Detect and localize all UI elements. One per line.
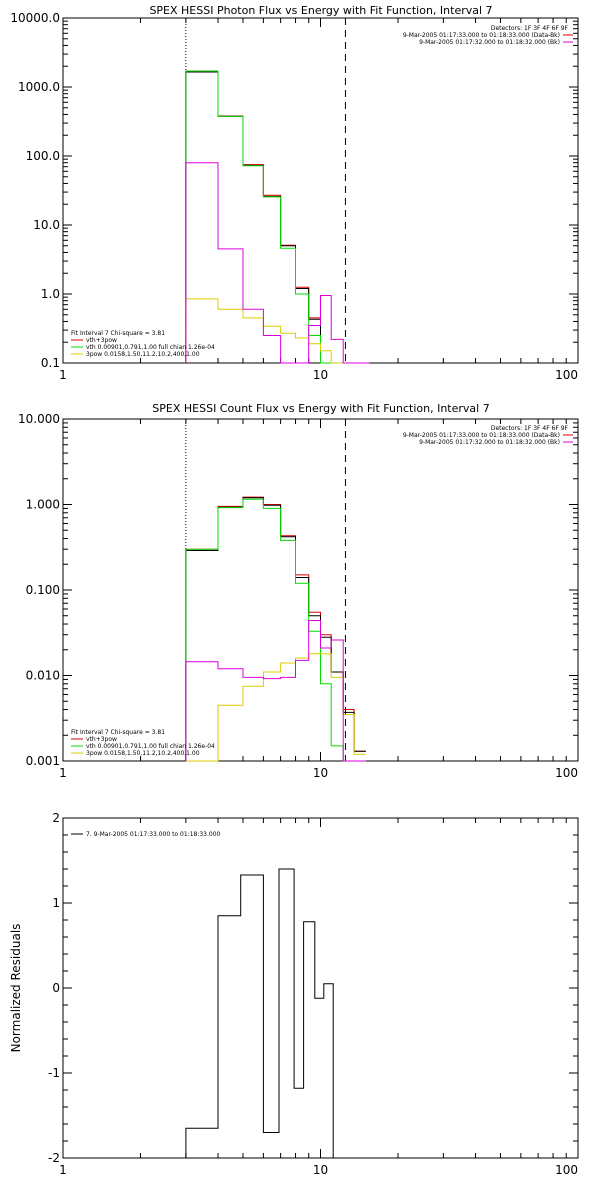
data-interval-label: 9-Mar-2005 01:17:33.000 to 01:18:33.000 … xyxy=(403,432,560,439)
reference-lines xyxy=(185,18,346,363)
legend-vth: vth 0.00901,0.791,1.00 full chian 1.26e-… xyxy=(86,743,215,750)
background-interval-label: 9-Mar-2005 01:17:32.000 to 01:18:32.000 … xyxy=(419,439,560,446)
y-tick-label: 0.010 xyxy=(26,669,60,683)
x-tick-label: 100 xyxy=(555,766,578,780)
residual-legend-label: 7. 9-Mar-2005 01:17:33.000 to 01:18:33.0… xyxy=(86,831,221,838)
background-interval-label: 9-Mar-2005 01:17:32.000 to 01:18:32.000 … xyxy=(419,39,560,46)
y-tick-label: 2 xyxy=(52,811,60,825)
y-tick-label: -2 xyxy=(48,1151,60,1165)
series-line-data-bk xyxy=(185,70,370,364)
y-tick-label: 0.100 xyxy=(26,583,60,597)
y-tick-label: -1 xyxy=(48,1066,60,1080)
series-line-3pow xyxy=(185,298,370,364)
fit-chisquare-label: Fit Interval 7 Chi-square = 3.81 xyxy=(71,729,165,736)
x-tick-label: 10 xyxy=(313,1163,328,1177)
series-line-data-bk xyxy=(185,496,366,761)
axis-ticks: 1 10 100 -2 -1 0 1 2 xyxy=(48,811,579,1177)
y-tick-label: 100.0 xyxy=(26,149,60,163)
x-tick-label: 10 xyxy=(313,368,328,382)
series-line-vth-3pow xyxy=(185,71,370,364)
series-line-7-9-mar-2005-01-17-33-000-to-01-18-33-000 xyxy=(185,868,343,1159)
legend-vth3pow: vth+3pow xyxy=(86,736,117,743)
count-flux-panel: SPEX HESSI Count Flux vs Energy with Fit… xyxy=(18,402,579,780)
axis-ticks: 1 10 100 0.001 0.010 0.100 1.000 10.000 xyxy=(18,412,579,780)
series-line-vth xyxy=(185,498,366,762)
x-tick-label: 10 xyxy=(313,766,328,780)
detectors-label: Detectors: 1F 3F 4F 6F 9F xyxy=(491,25,569,32)
y-tick-label: 0.001 xyxy=(26,754,60,768)
legend-vth3pow: vth+3pow xyxy=(86,337,117,344)
reference-lines xyxy=(185,419,346,761)
x-tick-label: 1 xyxy=(59,766,67,780)
chart-title: SPEX HESSI Count Flux vs Energy with Fit… xyxy=(152,402,489,415)
photon-flux-panel: SPEX HESSI Photon Flux vs Energy with Fi… xyxy=(10,4,579,382)
x-tick-label: 100 xyxy=(555,368,578,382)
x-tick-label: 1 xyxy=(59,368,67,382)
series-line-bk xyxy=(185,620,366,762)
y-tick-label: 1.0 xyxy=(41,287,60,301)
series-group xyxy=(185,496,366,762)
series-line-vth xyxy=(185,70,370,364)
y-axis-label: Normalized Residuals xyxy=(9,924,23,1053)
series-line-vth-3pow xyxy=(185,497,366,761)
residuals-panel: 1 10 100 -2 -1 0 1 2 Normalized Residuals 7. 9-… xyxy=(9,811,579,1177)
x-tick-label: 1 xyxy=(59,1163,67,1177)
y-tick-label: 10.000 xyxy=(18,412,60,426)
legend-3pow: 3pow 0.0158,1.50,11.2,10.2,400,1.00 xyxy=(86,351,200,358)
y-tick-label: 10.0 xyxy=(33,218,60,232)
legend-vth: vth 0.00901,0.791,1.00 full chian 1.26e-… xyxy=(86,344,215,351)
y-tick-label: 1 xyxy=(52,896,60,910)
chart-title: SPEX HESSI Photon Flux vs Energy with Fi… xyxy=(149,4,492,17)
y-tick-label: 0 xyxy=(52,981,60,995)
y-tick-label: 1000.0 xyxy=(18,80,60,94)
series-group xyxy=(185,70,370,364)
legend-3pow: 3pow 0.0158,1.50,11.2,10.2,400,1.00 xyxy=(86,750,200,757)
series-line-bk xyxy=(185,162,370,364)
series-group xyxy=(185,868,343,1159)
axis-ticks: 1 10 100 0.1 1.0 10.0 100.0 1000.0 10000.0 xyxy=(10,11,579,382)
fit-chisquare-label: Fit Interval 7 Chi-square = 3.81 xyxy=(71,330,165,337)
plot-frame xyxy=(62,418,579,762)
x-tick-label: 100 xyxy=(555,1163,578,1177)
y-tick-label: 1.000 xyxy=(26,498,60,512)
y-tick-label: 0.1 xyxy=(41,356,60,370)
data-interval-label: 9-Mar-2005 01:17:33.000 to 01:18:33.000 … xyxy=(403,32,560,39)
y-tick-label: 10000.0 xyxy=(10,11,60,25)
plot-frame xyxy=(62,817,579,1159)
detectors-label: Detectors: 1F 3F 4F 6F 9F xyxy=(491,425,569,432)
